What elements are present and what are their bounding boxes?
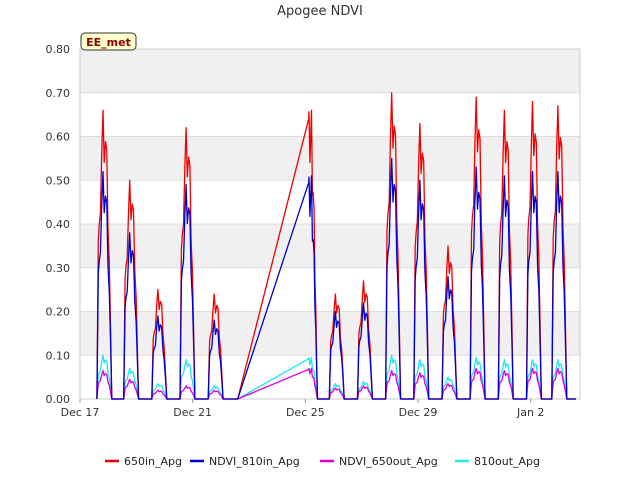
x-tick-label: Jan 2 [516, 406, 544, 419]
y-tick-label: 0.10 [46, 349, 71, 362]
x-tick-label: Dec 29 [399, 406, 438, 419]
series-line-650in_Apg [96, 92, 576, 400]
x-tick-label: Dec 25 [286, 406, 325, 419]
y-tick-label: 0.20 [46, 306, 71, 319]
legend-label-810out_Apg: 810out_Apg [474, 455, 540, 468]
y-axis: 0.00 0.10 0.20 0.30 0.40 0.50 0.60 0.70 0.80 [46, 43, 71, 406]
x-tick-label: Dec 17 [61, 406, 100, 419]
legend: 650in_Apg NDVI_810in_Apg NDVI_650out_Apg 81… [105, 455, 540, 468]
series-line-NDVI_650out_Apg [96, 367, 576, 400]
site-badge: EE_met [80, 32, 137, 51]
y-tick-label: 0.00 [46, 393, 71, 406]
y-tick-label: 0.30 [46, 262, 71, 275]
plot-band [80, 92, 580, 137]
x-axis: Dec 17 Dec 21 Dec 25 Dec 29 Jan 2 [61, 399, 544, 419]
y-tick-label: 0.80 [46, 43, 71, 56]
plot-band [80, 224, 580, 268]
legend-label-NDVI_650out_Apg: NDVI_650out_Apg [339, 455, 438, 468]
y-tick-label: 0.40 [46, 218, 71, 231]
plot-frame [79, 48, 581, 400]
chart-title: Apogee NDVI [277, 4, 363, 19]
plot-band [80, 136, 580, 181]
site-badge-box [80, 32, 137, 51]
plot-band [80, 267, 580, 312]
series-layer [96, 92, 576, 400]
plot-band [80, 180, 580, 224]
legend-label-650in_Apg: 650in_Apg [124, 455, 182, 468]
site-badge-label: EE_met [86, 36, 131, 49]
series-line-810out_Apg [96, 354, 576, 400]
plot-bands [80, 49, 580, 399]
series-line-NDVI_810in_Apg [96, 157, 576, 400]
y-tick-label: 0.50 [46, 174, 71, 187]
y-tick-label: 0.70 [46, 87, 71, 100]
legend-label-NDVI_810in_Apg: NDVI_810in_Apg [209, 455, 300, 468]
x-tick-label: Dec 21 [173, 406, 212, 419]
y-tick-label: 0.60 [46, 131, 71, 144]
plot-band [80, 49, 580, 93]
